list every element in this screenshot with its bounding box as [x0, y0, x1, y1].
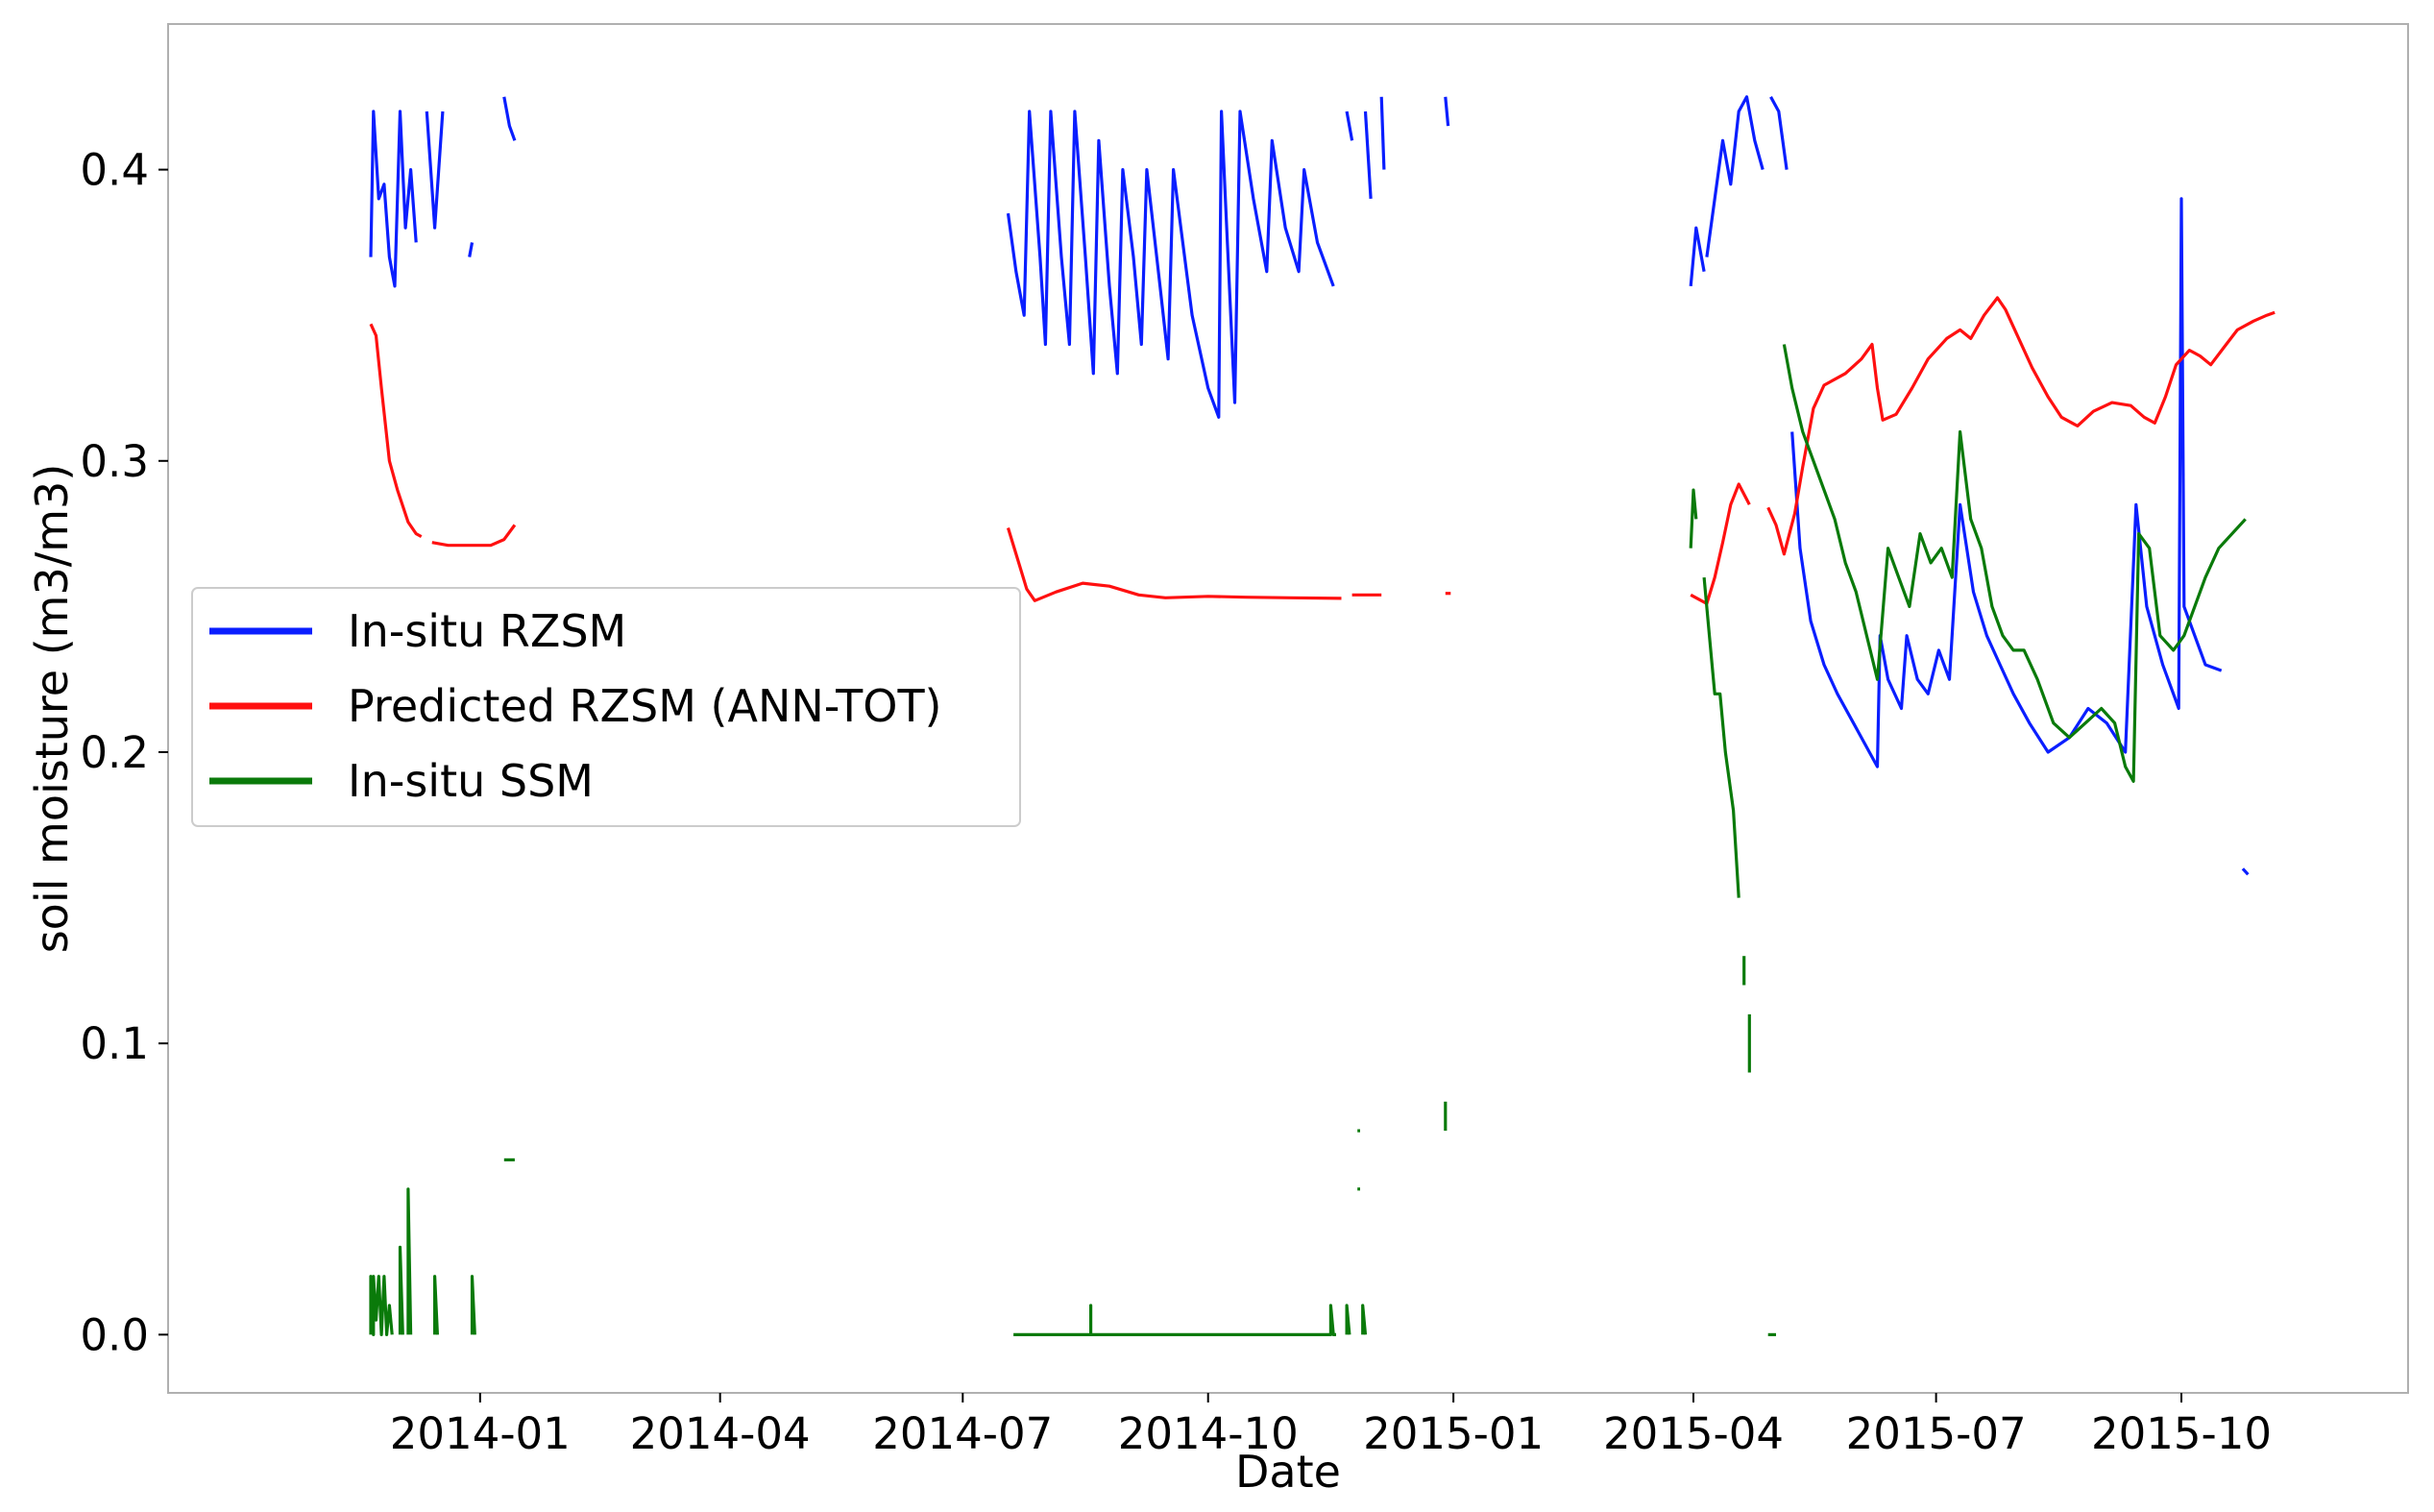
series-2-segment-13	[1702, 576, 1740, 898]
series-2-segment-12	[1689, 488, 1698, 549]
y-tick-label: 0.4	[80, 145, 149, 196]
series-predicted-rzsm-ann-tot	[369, 296, 2276, 606]
x-tick-label: 2015-01	[1363, 1408, 1544, 1459]
series-0-segment-5	[1345, 110, 1354, 141]
y-tick-label: 0.2	[80, 727, 149, 778]
series-2-segment-4	[470, 1275, 476, 1335]
series-0-segment-7	[1379, 96, 1386, 170]
legend-label: Predicted RZSM (ANN-TOT)	[348, 680, 942, 732]
series-0-segment-8	[1444, 96, 1450, 127]
x-axis: 2014-01 2014-04 2014-07 2014-10 2015-01 2015-…	[390, 1393, 2272, 1459]
legend-label: In-situ SSM	[348, 755, 594, 807]
series-0-segment-12	[1790, 197, 2223, 768]
series-in-situ-rzsm	[369, 95, 2250, 876]
series-0-segment-10	[1705, 95, 1765, 257]
x-tick-label: 2014-07	[872, 1408, 1053, 1459]
series-layer	[369, 95, 2276, 1337]
x-tick-label: 2015-07	[1846, 1408, 2027, 1459]
series-1-segment-6	[1766, 296, 2276, 556]
series-2-segment-7	[1345, 1304, 1351, 1335]
series-1-segment-0	[369, 323, 423, 539]
x-tick-label: 2014-01	[390, 1408, 571, 1459]
y-tick-label: 0.0	[80, 1309, 149, 1360]
x-tick-label: 2015-10	[2091, 1408, 2272, 1459]
series-1-segment-5	[1690, 482, 1751, 606]
y-axis: 0.0 0.1 0.2 0.3 0.4	[80, 145, 168, 1360]
series-2-segment-8	[1361, 1304, 1368, 1335]
series-0-segment-13	[2241, 867, 2250, 876]
series-in-situ-ssm	[369, 344, 2247, 1337]
plot-frame	[167, 23, 2409, 1394]
series-2-segment-17	[1782, 344, 2247, 783]
series-0-segment-6	[1363, 110, 1373, 199]
series-1-segment-2	[1006, 527, 1342, 602]
legend: In-situ RZSM Predicted RZSM (ANN-TOT) In-s…	[191, 587, 1021, 827]
series-2-segment-3	[433, 1275, 439, 1335]
y-axis-label: soil moisture (m3/m3)	[26, 464, 78, 954]
legend-label: In-situ RZSM	[348, 605, 626, 657]
series-0-segment-4	[1006, 110, 1335, 419]
y-tick-label: 0.3	[80, 436, 149, 487]
series-2-segment-1	[398, 1245, 404, 1335]
series-0-segment-3	[502, 96, 517, 141]
series-2-segment-6	[1013, 1304, 1336, 1337]
series-0-segment-9	[1689, 226, 1706, 287]
x-tick-label: 2014-10	[1118, 1408, 1299, 1459]
y-tick-label: 0.1	[80, 1018, 149, 1069]
x-axis-label: Date	[1235, 1446, 1341, 1498]
x-tick-label: 2015-04	[1603, 1408, 1784, 1459]
series-2-segment-2	[406, 1187, 413, 1335]
x-tick-label: 2014-04	[630, 1408, 811, 1459]
series-1-segment-1	[431, 524, 517, 548]
series-0-segment-2	[468, 242, 475, 257]
series-2-segment-0	[369, 1275, 394, 1337]
series-0-segment-0	[369, 110, 418, 288]
series-0-segment-11	[1769, 96, 1789, 170]
series-0-segment-1	[425, 110, 445, 230]
legend-box	[191, 587, 1021, 827]
